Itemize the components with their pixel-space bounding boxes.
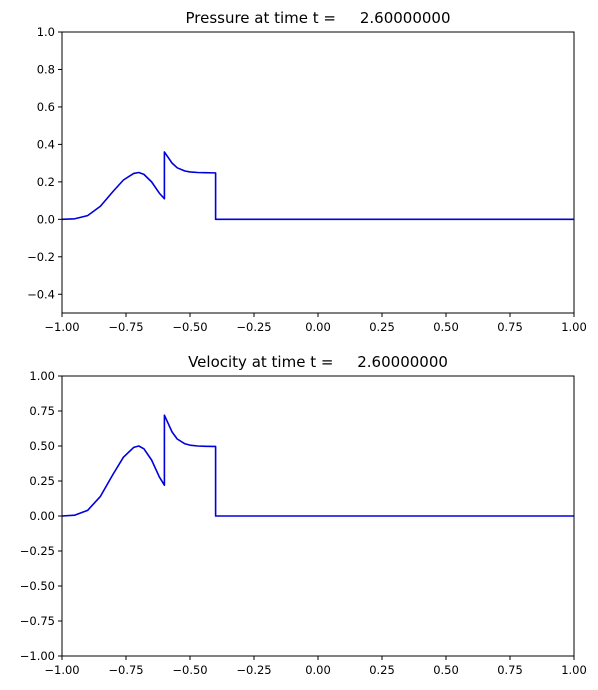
y-tick-label: −1.00: [20, 649, 55, 663]
y-tick-label: 0.25: [29, 474, 55, 488]
chart-panel-1: Pressure at time t = 2.60000000 −1.00 −0.7…: [27, 9, 587, 334]
chart-title: Velocity at time t = 2.60000000: [188, 353, 448, 371]
x-tick-label: 0.00: [305, 320, 331, 334]
x-tick-label: 0.00: [305, 663, 331, 677]
y-tick-label: −0.2: [27, 250, 55, 264]
x-tick-label: −0.25: [236, 663, 271, 677]
y-tick-label: 1.00: [29, 369, 55, 383]
x-tick-label: −0.50: [172, 320, 207, 334]
y-tick-label: 0.6: [37, 100, 55, 114]
y-tick-label: 0.75: [29, 404, 55, 418]
x-tick-label: −0.75: [108, 320, 143, 334]
y-tick-label: 0.00: [29, 509, 55, 523]
x-tick-label: −0.25: [236, 320, 271, 334]
x-tick-label: 0.25: [369, 320, 395, 334]
x-tick-label: 0.50: [433, 663, 459, 677]
y-tick-label: 0.2: [37, 175, 55, 189]
series-line-1: [61, 414, 574, 517]
y-tick-label: 0.0: [37, 212, 55, 226]
x-tick-label: −0.75: [108, 663, 143, 677]
x-tick-label: 0.50: [433, 320, 459, 334]
y-tick-label: −0.4: [27, 287, 55, 301]
y-tick-label: 0.4: [37, 137, 55, 151]
y-tick-label: −0.75: [20, 614, 55, 628]
y-tick-label: 0.8: [37, 62, 55, 76]
y-tick-label: 0.50: [29, 439, 55, 453]
x-tick-label: 1.00: [561, 663, 587, 677]
x-tick-label: 0.75: [497, 320, 523, 334]
chart-panel-2: Velocity at time t = 2.60000000 −1.00 −0.7…: [20, 353, 587, 677]
x-tick-label: 0.25: [369, 663, 395, 677]
x-tick-label: −0.50: [172, 663, 207, 677]
x-tick-label: 1.00: [561, 320, 587, 334]
x-tick-label: −1.00: [44, 320, 79, 334]
y-tick-label: 1.0: [37, 25, 55, 39]
series-line-1: [61, 151, 574, 221]
chart-title: Pressure at time t = 2.60000000: [185, 9, 450, 27]
y-tick-label: −0.50: [20, 579, 55, 593]
y-tick-label: −0.25: [20, 544, 55, 558]
x-tick-label: −1.00: [44, 663, 79, 677]
x-tick-label: 0.75: [497, 663, 523, 677]
